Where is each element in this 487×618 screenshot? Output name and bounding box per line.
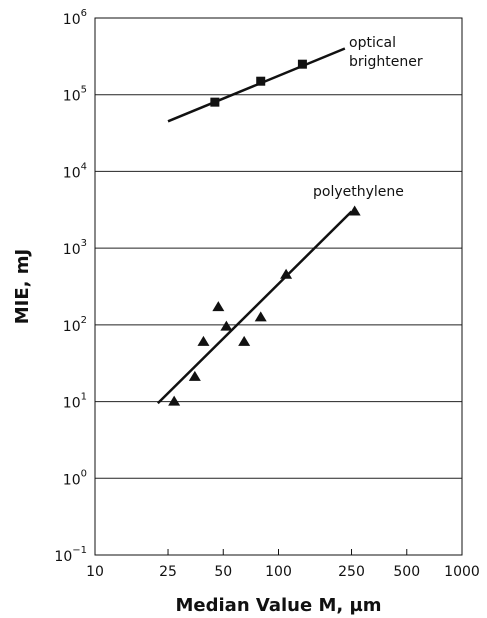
data-point-triangle: [212, 301, 225, 312]
series: optical brightener polyethylene: [156, 35, 423, 406]
data-point-triangle: [168, 395, 181, 406]
x-tick-label: 500: [393, 564, 420, 580]
grid-lines: [95, 94, 462, 479]
x-tick-label: 1000: [444, 564, 480, 580]
y-tick-label: 100: [63, 468, 87, 488]
x-tick-label: 25: [159, 564, 177, 580]
data-point-triangle: [254, 311, 267, 322]
x-axis-title: Median Value M, µm: [176, 595, 382, 616]
data-point-triangle: [238, 335, 251, 346]
fit-line: [156, 210, 353, 405]
y-tick-label: 104: [63, 161, 87, 181]
data-point-triangle: [188, 370, 201, 381]
y-axis-ticks: 10−1 100 101 102 103 104 105 106: [54, 8, 87, 565]
x-tick-label: 250: [338, 564, 365, 580]
y-tick-label: 103: [63, 238, 87, 258]
y-tick-label: 102: [63, 315, 87, 335]
y-tick-label: 105: [63, 85, 87, 105]
y-axis-title: MIE, mJ: [12, 249, 33, 324]
y-tick-label: 101: [63, 392, 87, 412]
series-label: polyethylene: [313, 184, 404, 200]
plot-frame: [94, 17, 463, 556]
x-tick-label: 10: [86, 564, 104, 580]
y-tick-label: 10−1: [54, 545, 87, 565]
y-tick-label: 106: [63, 8, 87, 28]
series-optical-brightener: optical brightener: [167, 35, 423, 123]
data-point-triangle: [280, 268, 293, 279]
data-point-square: [256, 76, 266, 86]
data-point-triangle: [220, 320, 233, 331]
data-point-square: [210, 97, 220, 107]
data-point-square: [297, 59, 307, 69]
x-axis-ticks: 10 25 50 100 250 500 1000: [86, 549, 480, 580]
series-label: optical brightener: [349, 35, 423, 70]
data-point-triangle: [197, 335, 210, 346]
data-point-triangle: [348, 205, 361, 216]
series-polyethylene: polyethylene: [156, 184, 404, 406]
x-tick-label: 100: [265, 564, 292, 580]
x-tick-label: 50: [214, 564, 232, 580]
